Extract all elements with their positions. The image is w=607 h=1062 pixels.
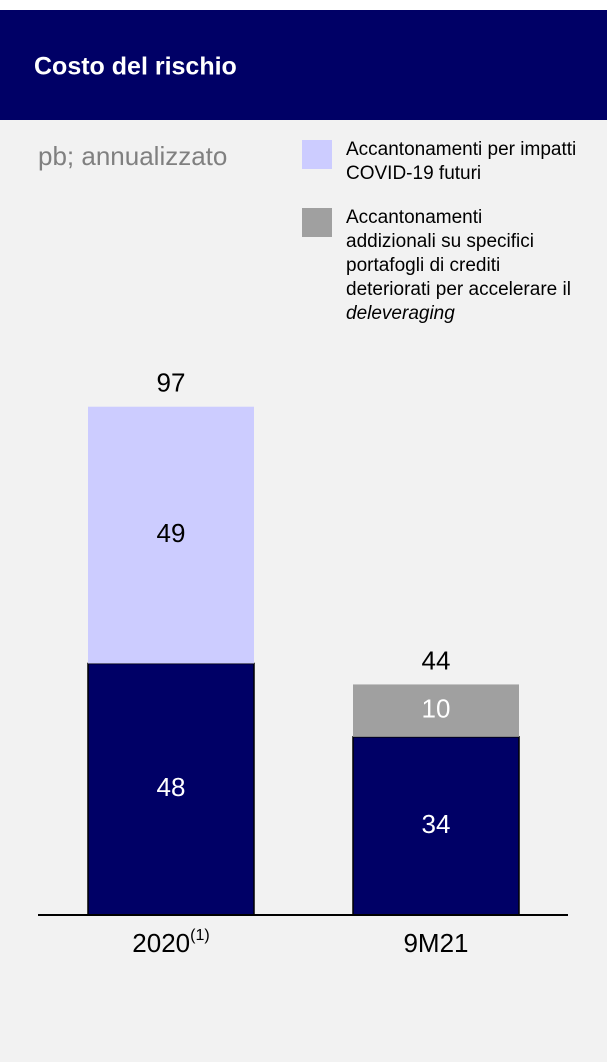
legend-label: Accantonamenti addizionali su specifici …: [346, 206, 571, 326]
category: 2020: [132, 928, 190, 958]
value-label: 48: [157, 772, 186, 802]
header-bar: [0, 10, 607, 120]
bar-segment: [352, 736, 520, 916]
total-label: 97: [157, 368, 186, 398]
total-label: 44: [422, 645, 451, 675]
legend-text-italic: deleveraging: [346, 303, 455, 324]
legend-label: Accantonamenti per impatti COVID-19 futu…: [346, 138, 601, 186]
category: 9M21: [403, 928, 468, 958]
category-note: (1): [190, 927, 210, 944]
bar-segment: [353, 684, 519, 737]
bar-segment: [88, 406, 254, 664]
chart-title: Costo del rischio: [34, 53, 237, 81]
legend-text: Accantonamenti per impatti COVID-19 futu…: [346, 139, 577, 184]
subtitle: pb; annualizzato: [38, 141, 227, 171]
value-label: 34: [422, 809, 451, 839]
legend-text: Accantonamenti addizionali su specifici …: [346, 207, 571, 300]
top-margin: [0, 0, 607, 10]
value-label: 49: [157, 518, 186, 548]
x-tick-label: 2020(1): [132, 927, 209, 958]
legend-swatch: [302, 208, 332, 237]
legend-swatch: [302, 140, 332, 169]
value-label: 10: [422, 694, 451, 724]
x-tick-label: 9M21: [403, 928, 468, 958]
